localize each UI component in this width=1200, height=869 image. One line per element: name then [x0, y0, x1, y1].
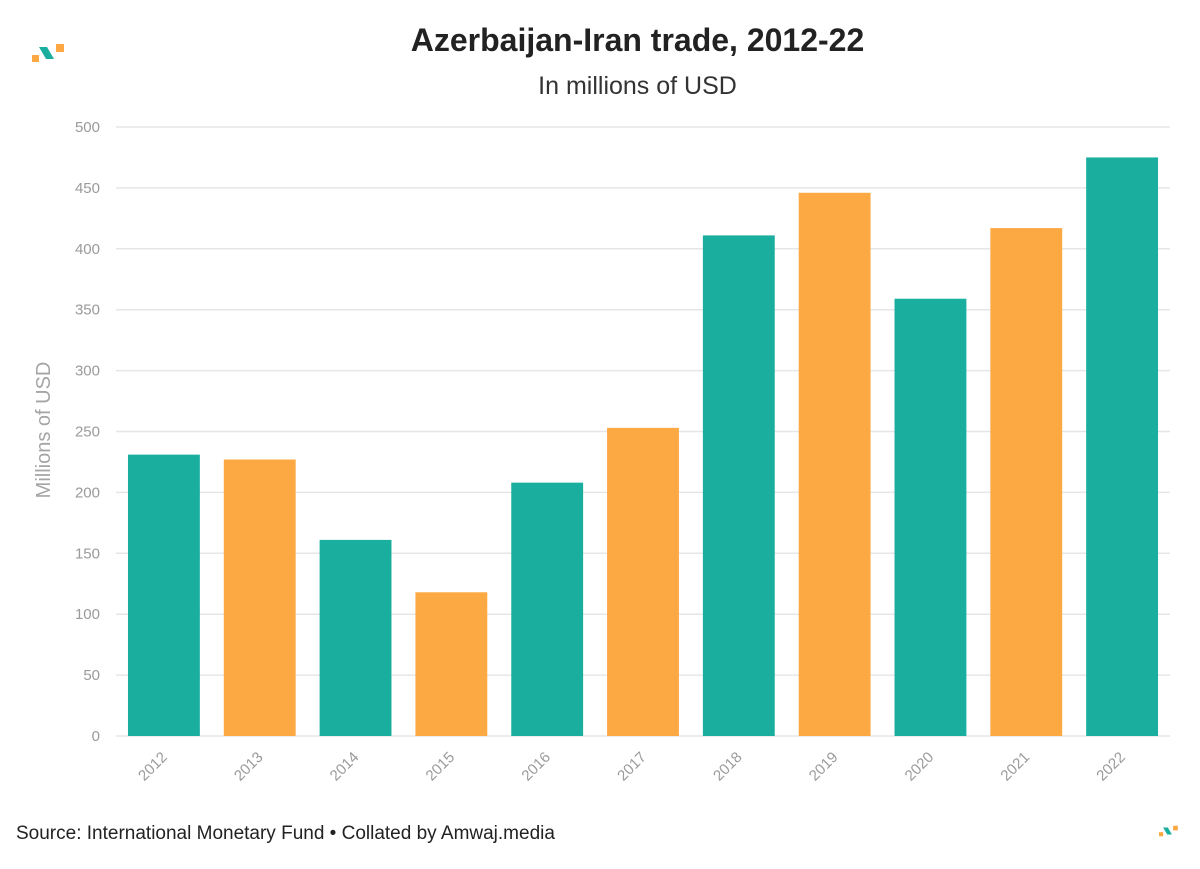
bar-2021	[990, 228, 1063, 736]
bar-2020	[894, 298, 967, 736]
y-tick-label: 50	[83, 667, 100, 684]
y-tick-label: 500	[75, 119, 100, 136]
bar-2014	[319, 539, 392, 736]
chart-subtitle: In millions of USD	[538, 72, 737, 100]
x-tick-label: 2019	[806, 749, 842, 785]
bar-2012	[127, 454, 200, 736]
x-tick-label: 2016	[518, 749, 554, 785]
y-tick-label: 450	[75, 180, 100, 197]
bars	[127, 157, 1159, 737]
bar-2013	[223, 459, 296, 736]
y-axis-ticks: 0 50 100 150 200 250 300 350 400 450 500	[75, 119, 100, 745]
bar-2017	[607, 427, 679, 736]
y-tick-label: 250	[75, 424, 100, 441]
x-tick-label: 2013	[231, 749, 267, 785]
x-tick-label: 2022	[1093, 749, 1129, 785]
y-tick-label: 0	[92, 728, 100, 745]
x-tick-label: 2012	[135, 749, 171, 785]
y-axis-label: Millions of USD	[33, 362, 55, 499]
x-tick-label: 2017	[614, 749, 650, 785]
y-tick-label: 400	[75, 241, 100, 258]
x-tick-label: 2014	[327, 749, 363, 785]
x-tick-label: 2020	[902, 749, 938, 785]
y-tick-label: 100	[75, 606, 100, 623]
bar-2015	[415, 592, 488, 736]
bar-2018	[702, 235, 775, 737]
bar-2022	[1086, 157, 1159, 736]
y-tick-label: 350	[75, 302, 100, 319]
bar-2016	[511, 482, 584, 736]
x-tick-label: 2018	[710, 749, 746, 785]
x-tick-label: 2021	[997, 749, 1033, 785]
y-tick-label: 150	[75, 545, 100, 562]
source-note: Source: International Monetary Fund • Co…	[16, 823, 555, 844]
chart-title: Azerbaijan-Iran trade, 2012-22	[410, 22, 865, 58]
y-tick-label: 300	[75, 363, 100, 380]
x-axis-ticks: 2012 2013 2014 2015 2016 2017 2018 2019 2020 2021…	[135, 749, 1129, 785]
bar-2019	[798, 192, 871, 737]
y-tick-label: 200	[75, 484, 100, 501]
x-tick-label: 2015	[423, 749, 459, 785]
amwaj-logo-small-icon	[1159, 825, 1178, 837]
amwaj-logo-icon	[32, 44, 64, 62]
